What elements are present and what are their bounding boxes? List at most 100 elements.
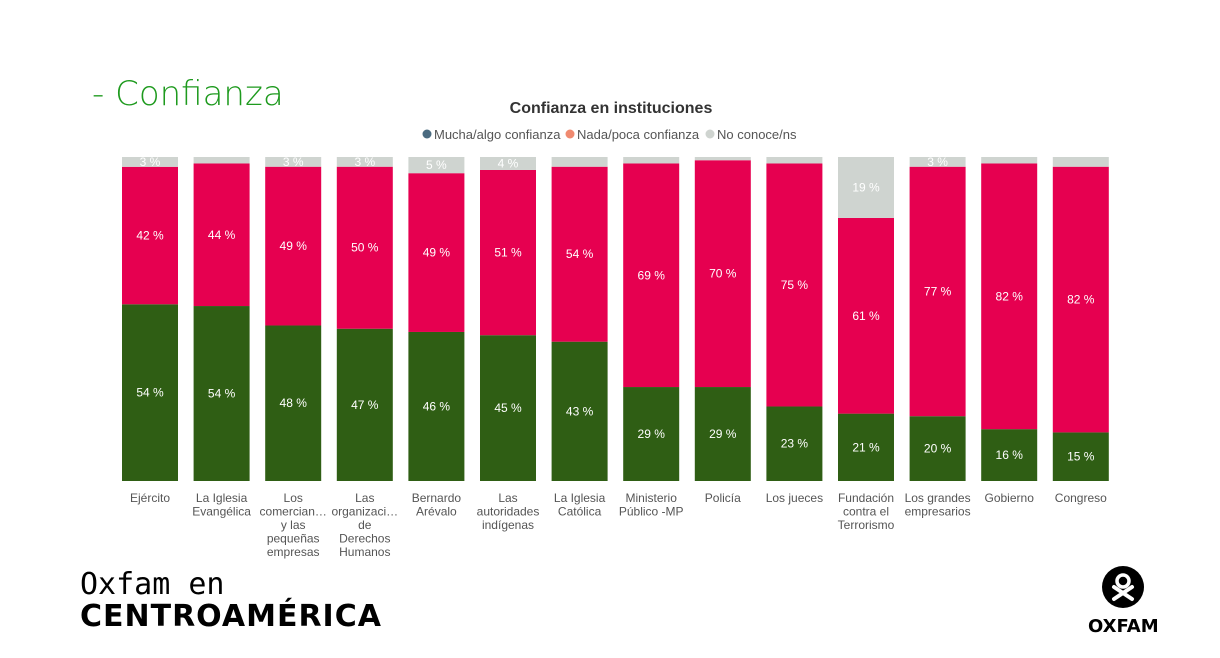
x-tick-label: Los grandes empresarios	[905, 491, 971, 519]
bar-segment	[336, 328, 393, 481]
data-label: 70 %	[709, 267, 737, 281]
bar-segment	[408, 157, 465, 174]
bar-segment	[193, 157, 250, 164]
data-label: 16 %	[996, 448, 1024, 462]
data-label: 23 %	[781, 437, 809, 451]
legend-marker	[705, 129, 715, 139]
data-label: 54 %	[208, 387, 236, 401]
logo-line-2: CENTROAMÉRICA	[80, 599, 382, 634]
bars: 54 % 42 % 3 % 54 % 44 % 48 % 49 % 3 % 47 % 50 % 3 …	[122, 155, 1109, 481]
bar-segment	[193, 163, 250, 307]
bar-segment	[623, 387, 680, 481]
x-tick-label: Los jueces	[766, 491, 823, 505]
data-label: 20 %	[924, 442, 952, 456]
bar-segment	[694, 157, 751, 161]
bar-segment	[909, 416, 966, 481]
data-label: 21 %	[852, 440, 880, 454]
bar-segment	[551, 341, 608, 481]
bar-segment	[909, 157, 966, 167]
legend-label: No conoce/ns	[717, 127, 797, 142]
bar-segment	[694, 387, 751, 481]
logo-line-1: Oxfam en	[80, 567, 225, 602]
oxfam-wordmark: OXFAM	[1088, 616, 1159, 637]
x-tick-label: Policía	[705, 491, 741, 505]
bar-segment	[336, 157, 393, 167]
data-label: 77 %	[924, 284, 952, 298]
bar-segment	[766, 163, 823, 407]
data-label: 61 %	[852, 309, 880, 323]
bar-segment	[623, 157, 680, 164]
oxfam-centroamerica-logo: Oxfam en CENTROAMÉRICA	[80, 570, 382, 634]
bar-segment	[1052, 157, 1109, 167]
data-label: 4 %	[498, 156, 519, 170]
data-label: 3 %	[283, 155, 304, 169]
bar-segment	[1052, 432, 1109, 481]
data-label: 46 %	[423, 399, 451, 413]
oxfam-logo: OXFAM	[1088, 565, 1159, 637]
data-label: 29 %	[638, 427, 666, 441]
x-tick-label: La Iglesia Católica	[554, 491, 606, 519]
bar-segment	[838, 413, 894, 481]
data-label: 3 %	[927, 155, 948, 169]
x-tick-label: Bernardo Arévalo	[412, 491, 462, 519]
data-label: 15 %	[1067, 450, 1095, 464]
legend-label: Nada/poca confianza	[577, 127, 700, 142]
x-axis-labels: Ejército La Iglesia Evangélica Los comercian…	[130, 491, 1107, 559]
bar-segment	[623, 163, 680, 388]
legend: Mucha/algo confianza Nada/poca confianza N…	[422, 127, 797, 142]
bar-segment	[408, 331, 465, 481]
data-label: 54 %	[566, 247, 594, 261]
x-tick-label: Las autoridades indígenas	[477, 491, 540, 532]
bar-segment	[766, 157, 823, 164]
bar-segment	[265, 325, 322, 481]
legend-label: Mucha/algo confianza	[434, 127, 561, 142]
x-tick-label: Ministerio Público -MP	[619, 491, 684, 519]
bar-segment	[551, 157, 608, 167]
legend-marker	[422, 129, 432, 139]
bar-segment	[122, 166, 178, 305]
x-tick-label: Congreso	[1055, 491, 1107, 505]
data-label: 82 %	[1067, 293, 1095, 307]
data-label: 48 %	[280, 396, 308, 410]
bar-segment	[265, 166, 322, 326]
oxfam-emblem-icon	[1102, 566, 1144, 608]
data-label: 69 %	[638, 268, 666, 282]
data-label: 45 %	[494, 401, 522, 415]
data-label: 44 %	[208, 228, 236, 242]
bar-segment	[981, 429, 1038, 481]
bar-segment	[122, 304, 178, 481]
bar-segment	[1052, 166, 1109, 433]
data-label: 75 %	[781, 278, 809, 292]
data-label: 82 %	[996, 289, 1024, 303]
data-label: 5 %	[426, 158, 447, 172]
x-tick-label: Ejército	[130, 491, 170, 505]
data-label: 29 %	[709, 427, 737, 441]
bar-segment	[766, 406, 823, 481]
x-tick-label: Gobierno	[985, 491, 1035, 505]
data-label: 47 %	[351, 398, 379, 412]
bar-segment	[480, 335, 536, 481]
data-label: 3 %	[354, 155, 375, 169]
x-tick-label: La Iglesia Evangélica	[192, 491, 251, 519]
bar-segment	[981, 163, 1038, 430]
data-label: 51 %	[494, 246, 522, 260]
legend-marker	[565, 129, 575, 139]
bar-segment	[480, 157, 536, 170]
data-label: 54 %	[136, 386, 164, 400]
x-tick-label: Las organizaci… de Derechos Humanos	[331, 491, 398, 559]
section-heading: - Confianza	[92, 74, 284, 114]
bar-segment	[838, 217, 894, 414]
data-label: 43 %	[566, 404, 594, 418]
bar-segment	[981, 157, 1038, 164]
chart-title: Confianza en instituciones	[510, 100, 713, 117]
data-label: 3 %	[140, 155, 161, 169]
bar-segment	[551, 166, 608, 342]
data-label: 49 %	[280, 239, 308, 253]
bar-segment	[193, 306, 250, 481]
x-tick-label: Fundación contra el Terrorismo	[838, 491, 895, 532]
bar-segment	[122, 157, 178, 167]
bar-segment	[694, 160, 751, 388]
data-label: 50 %	[351, 241, 379, 255]
bar-segment	[838, 157, 894, 218]
